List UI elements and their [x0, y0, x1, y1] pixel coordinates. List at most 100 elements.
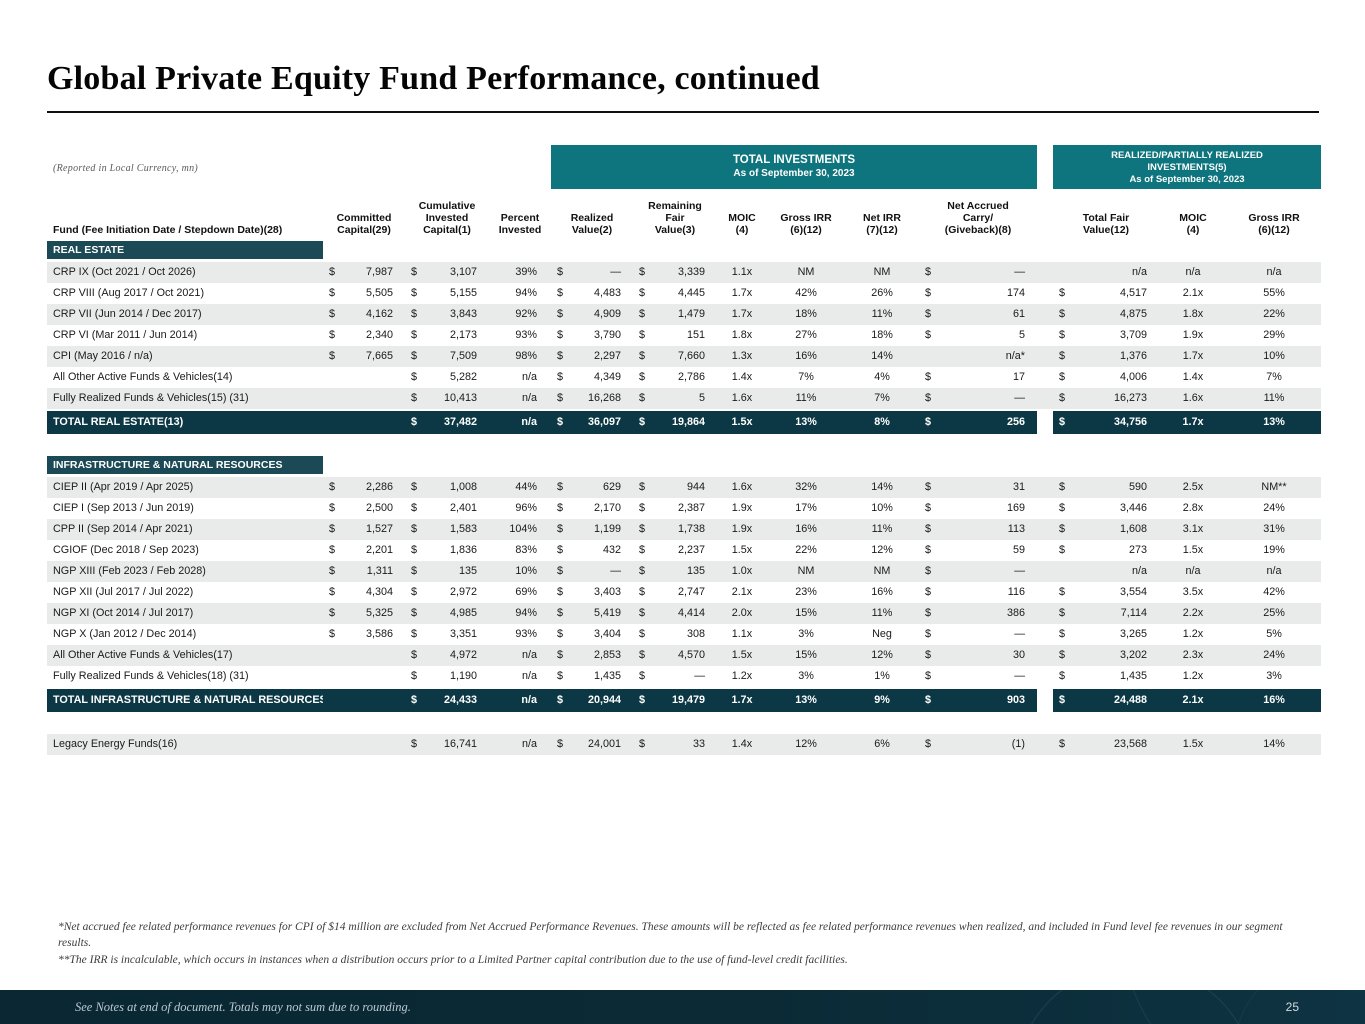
- table-cell: $2,237: [633, 540, 717, 561]
- cell-value: 16,273: [1113, 392, 1147, 404]
- cell-value: 16,741: [443, 738, 477, 750]
- column-gap: [1037, 388, 1053, 409]
- table-cell: $34,756: [1053, 411, 1159, 434]
- dollar-sign: $: [1059, 607, 1066, 619]
- table-cell: 16%: [871, 586, 893, 598]
- section-spacer: [47, 434, 1321, 456]
- table-cell: 92%: [515, 308, 537, 320]
- cell-value: 5: [1018, 329, 1025, 341]
- cell-value: 3,404: [593, 628, 621, 640]
- table-row: CPP II (Sep 2014 / Apr 2021) $1,527 $1,583…: [47, 519, 1321, 540]
- fund-name: CRP VII (Jun 2014 / Dec 2017): [53, 308, 202, 320]
- footer-bar: See Notes at end of document. Totals may…: [0, 990, 1365, 1024]
- table-cell: $16,741: [405, 734, 489, 755]
- table-cell: 7%: [874, 392, 890, 404]
- dollar-sign: $: [925, 523, 932, 535]
- table-cell: 1.5x: [731, 649, 753, 661]
- table-cell: 2.2x: [1182, 607, 1204, 619]
- column-gap: [1037, 346, 1053, 367]
- cell-value: 629: [602, 481, 621, 493]
- table-cell: n/a: [1131, 266, 1147, 278]
- cell-value: 7,987: [365, 266, 393, 278]
- table-cell: n/a: [521, 371, 537, 383]
- table-cell: $4,909: [551, 304, 633, 325]
- cell-value: 3,709: [1119, 329, 1147, 341]
- section-header-row: REAL ESTATE: [47, 241, 1321, 259]
- cell-value: 3,265: [1119, 628, 1147, 640]
- cell-value: 4,445: [677, 287, 705, 299]
- table-cell: 13%: [1227, 411, 1321, 434]
- fund-name: All Other Active Funds & Vehicles(14): [53, 371, 233, 383]
- table-row: CIEP I (Sep 2013 / Jun 2019) $2,500 $2,401…: [47, 498, 1321, 519]
- cell-value: 4,875: [1119, 308, 1147, 320]
- column-gap: [1037, 477, 1053, 498]
- table-cell: 27%: [795, 329, 817, 341]
- table-cell: 1.5x: [1182, 738, 1204, 750]
- table-cell: $308: [633, 624, 717, 645]
- fund-name: NGP X (Jan 2012 / Dec 2014): [53, 628, 197, 640]
- dollar-sign: $: [1059, 738, 1066, 750]
- table-cell: 11%: [1263, 392, 1285, 404]
- column-gap: [1037, 411, 1053, 434]
- table-cell: 31%: [1263, 523, 1285, 535]
- table-cell: 16%: [1227, 689, 1321, 712]
- table-cell: $151: [633, 325, 717, 346]
- dollar-sign: $: [639, 329, 646, 341]
- table-cell: $1,376: [1053, 346, 1159, 367]
- table-cell: 2.0x: [731, 607, 753, 619]
- table-cell: NM: [797, 565, 815, 577]
- table-cell: 26%: [871, 287, 893, 299]
- table-cell: 1.6x: [731, 481, 753, 493]
- table-cell: $10,413: [405, 388, 489, 409]
- dollar-sign: $: [1059, 350, 1066, 362]
- column-header-row: Fund (Fee Initiation Date / Stepdown Dat…: [47, 189, 1321, 241]
- table-cell: $7,114: [1053, 603, 1159, 624]
- cell-value: 1,608: [1119, 523, 1147, 535]
- table-cell: 1.4x: [1182, 371, 1204, 383]
- fund-name: Fully Realized Funds & Vehicles(18) (31): [53, 670, 249, 682]
- table-row: CRP VIII (Aug 2017 / Oct 2021) $5,505 $5,1…: [47, 283, 1321, 304]
- dollar-sign: $: [411, 308, 418, 320]
- dollar-sign: $: [1059, 586, 1066, 598]
- table-cell: 8%: [845, 411, 919, 434]
- dollar-sign: $: [639, 371, 646, 383]
- table-cell: n/a: [489, 689, 551, 712]
- table-cell: $ —: [919, 262, 1037, 283]
- table-cell: [323, 645, 405, 666]
- cell-value: 4,517: [1119, 287, 1147, 299]
- table-cell: $20,944: [551, 689, 633, 712]
- table-cell: $5,419: [551, 603, 633, 624]
- dollar-sign: $: [639, 392, 646, 404]
- table-cell: n/a: [521, 392, 537, 404]
- table-cell: $5,325: [323, 603, 405, 624]
- col-header-gross-irr: Gross IRR (6)(12): [780, 212, 832, 236]
- table-cell: $1,008: [405, 477, 489, 498]
- table-row: All Other Active Funds & Vehicles(14) $5,…: [47, 367, 1321, 388]
- cell-value: 903: [1006, 694, 1025, 706]
- table-cell: [323, 734, 405, 755]
- dollar-sign: $: [411, 694, 418, 706]
- dollar-sign: $: [411, 649, 418, 661]
- table-row: NGP XII (Jul 2017 / Jul 2022) $4,304 $2,97…: [47, 582, 1321, 603]
- table-cell: 6%: [874, 738, 890, 750]
- table-cell: $7,665: [323, 346, 405, 367]
- dollar-sign: $: [329, 481, 336, 493]
- dollar-sign: $: [329, 523, 336, 535]
- table-cell: $3,554: [1053, 582, 1159, 603]
- table-cell: 7%: [798, 371, 814, 383]
- cell-value: 20,944: [587, 694, 621, 706]
- table-cell: 2.1x: [1182, 287, 1204, 299]
- table-cell: $5: [633, 388, 717, 409]
- fund-performance-table: TOTAL INVESTMENTS As of September 30, 20…: [47, 145, 1321, 755]
- dollar-sign: $: [557, 607, 564, 619]
- table-cell: $3,790: [551, 325, 633, 346]
- cell-value: 1,199: [593, 523, 621, 535]
- cell-value: 4,985: [449, 607, 477, 619]
- realized-investments-banner: REALIZED/PARTIALLY REALIZED INVESTMENTS(…: [1053, 145, 1321, 189]
- table-cell: 42%: [1263, 586, 1285, 598]
- table-cell: 13%: [767, 689, 845, 712]
- table-cell: [323, 689, 405, 712]
- cell-value: 61: [1012, 308, 1025, 320]
- cell-value: 273: [1128, 544, 1147, 556]
- fund-name: TOTAL REAL ESTATE(13): [47, 411, 323, 434]
